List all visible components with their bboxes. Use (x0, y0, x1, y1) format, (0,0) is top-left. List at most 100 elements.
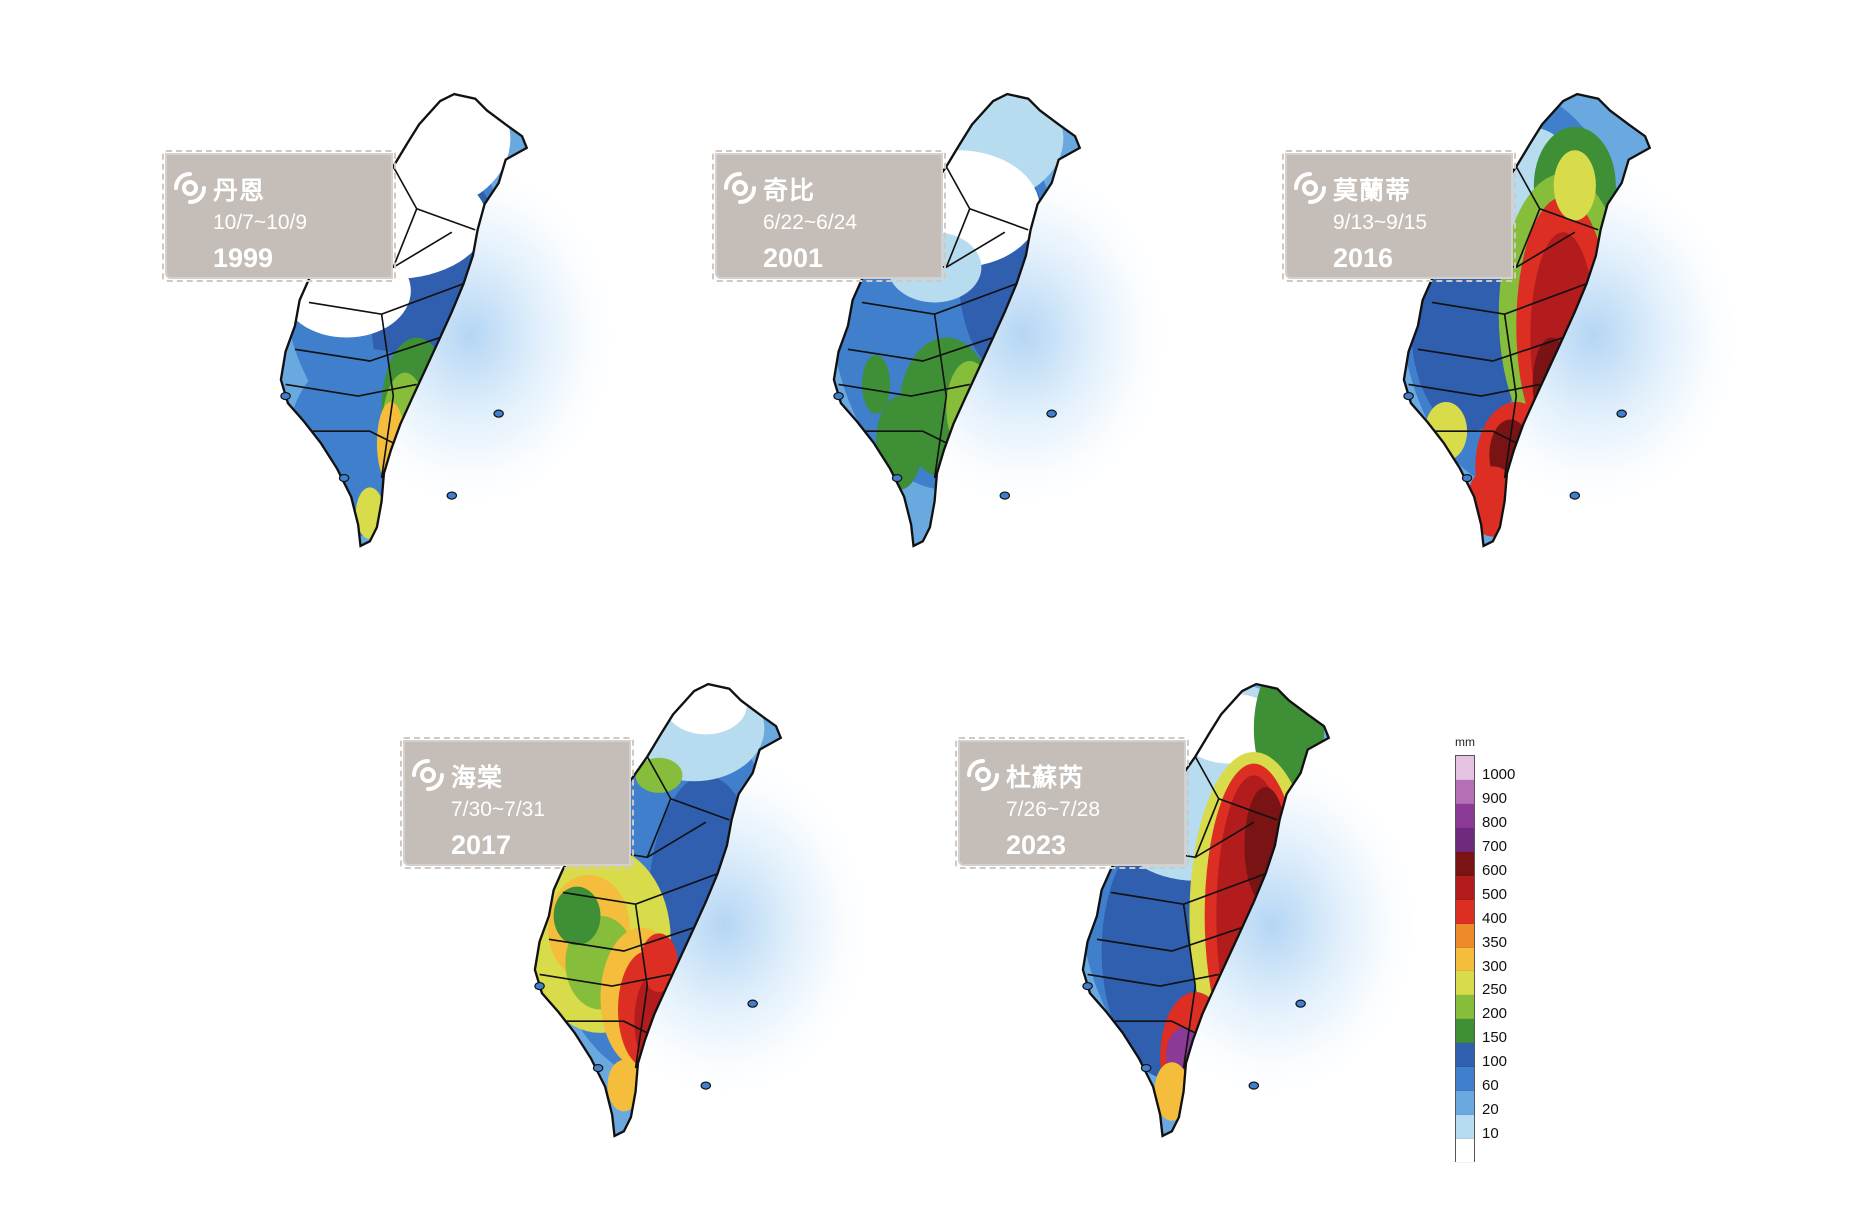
legend-swatch (1456, 779, 1474, 804)
legend-unit: mm (1455, 735, 1475, 749)
typhoon-name: 海棠 (451, 764, 504, 792)
typhoon-name: 丹恩 (213, 177, 266, 205)
legend-tick-label: 700 (1482, 837, 1508, 855)
typhoon-icon (412, 759, 444, 791)
island (534, 982, 545, 991)
legend-tick-label: 800 (1482, 813, 1508, 831)
rainfall-region (1553, 150, 1596, 221)
county-boundary (1539, 208, 1599, 231)
island (1616, 409, 1627, 418)
county-boundary (294, 336, 441, 362)
county-boundary (1431, 282, 1587, 315)
typhoon-name: 莫蘭蒂 (1333, 177, 1412, 205)
legend-swatch (1456, 1043, 1474, 1068)
county-boundary (838, 383, 970, 397)
island (891, 473, 903, 483)
legend-tick-label: 300 (1482, 957, 1508, 975)
legend-tick-label: 150 (1482, 1029, 1508, 1047)
island (592, 1063, 604, 1073)
county-boundary (933, 314, 948, 479)
rainfall-region (1244, 787, 1287, 905)
legend-swatch (1456, 851, 1474, 876)
county-boundary (380, 314, 395, 479)
county-boundary (1096, 926, 1243, 952)
typhoon-year: 2016 (1333, 243, 1394, 273)
island (1046, 409, 1057, 418)
typhoon-year: 2023 (1006, 830, 1067, 860)
legend-tick-label: 900 (1482, 789, 1508, 807)
legend-tick-label: 350 (1482, 933, 1508, 951)
rainfall-region (553, 886, 601, 946)
legend-swatch (1456, 803, 1474, 828)
typhoon-icon (174, 172, 206, 204)
county-boundary (864, 430, 947, 444)
legend-swatch (1456, 827, 1474, 852)
rainfall-region (946, 360, 994, 455)
legend-swatch (1456, 756, 1474, 780)
rainfall-region (635, 757, 683, 793)
typhoon-label: 海棠 7/30~7/31 2017 (400, 737, 634, 869)
typhoon-name: 奇比 (763, 177, 816, 205)
rainfall-region (862, 355, 891, 414)
typhoon-label: 杜蘇芮 7/26~7/28 2023 (955, 737, 1189, 869)
typhoon-dates: 10/7~10/9 (213, 211, 308, 234)
island (833, 391, 844, 401)
island (1140, 1063, 1152, 1073)
county-boundary (1408, 383, 1540, 397)
rainfall-region (607, 1059, 641, 1112)
county-boundary (308, 282, 464, 315)
island (700, 1081, 712, 1090)
typhoon-dates: 7/30~7/31 (451, 798, 546, 821)
taiwan-rainfall-map (832, 92, 1082, 548)
typhoon-year: 2001 (763, 243, 824, 273)
legend-swatch (1456, 1139, 1474, 1163)
typhoon-icon (1294, 172, 1326, 204)
legend-tick-label: 1000 (1482, 765, 1516, 783)
county-boundary (1182, 904, 1197, 1069)
county-boundary (1194, 756, 1220, 858)
typhoon-label: 奇比 6/22~6/24 2001 (712, 150, 946, 282)
county-boundary (634, 904, 649, 1069)
county-boundary (1515, 166, 1541, 268)
legend-swatch (1456, 1067, 1474, 1092)
island (1082, 982, 1093, 991)
legend-tick-label: 600 (1482, 861, 1508, 879)
island (1569, 491, 1581, 500)
county-boundary (969, 208, 1029, 231)
island (1248, 1081, 1260, 1090)
county-boundary (392, 166, 418, 268)
legend-tick-label: 250 (1482, 981, 1508, 999)
typhoon-label: 莫蘭蒂 9/13~9/15 2016 (1282, 150, 1516, 282)
island (1403, 391, 1414, 401)
county-boundary (1087, 973, 1219, 987)
county-boundary (670, 798, 730, 821)
island (493, 409, 504, 418)
rainfall-region (1242, 939, 1266, 987)
legend-swatch (1456, 875, 1474, 900)
county-boundary (1434, 430, 1517, 444)
legend-swatch (1456, 1091, 1474, 1116)
legend-tick-label: 500 (1482, 885, 1508, 903)
island (338, 473, 350, 483)
county-boundary (847, 336, 994, 362)
legend-swatch (1456, 923, 1474, 948)
rainfall-region (1516, 448, 1540, 484)
county-boundary (1417, 336, 1564, 362)
legend-tick-label: 400 (1482, 909, 1508, 927)
legend-swatch (1456, 899, 1474, 924)
island (1295, 999, 1306, 1008)
legend-tick-label: 20 (1482, 1101, 1499, 1119)
typhoon-dates: 9/13~9/15 (1333, 211, 1428, 234)
county-boundary (416, 208, 476, 231)
legend-tick-label: 10 (1482, 1125, 1499, 1143)
typhoon-icon (724, 172, 756, 204)
county-boundary (548, 926, 695, 952)
legend-swatch (1456, 1019, 1474, 1044)
county-boundary (565, 1020, 648, 1034)
county-boundary (861, 282, 1017, 315)
legend-color-bar (1455, 755, 1475, 1163)
county-boundary (539, 973, 671, 987)
typhoon-icon (967, 759, 999, 791)
taiwan-rainfall-map (533, 682, 783, 1138)
typhoon-name: 杜蘇芮 (1006, 764, 1085, 792)
